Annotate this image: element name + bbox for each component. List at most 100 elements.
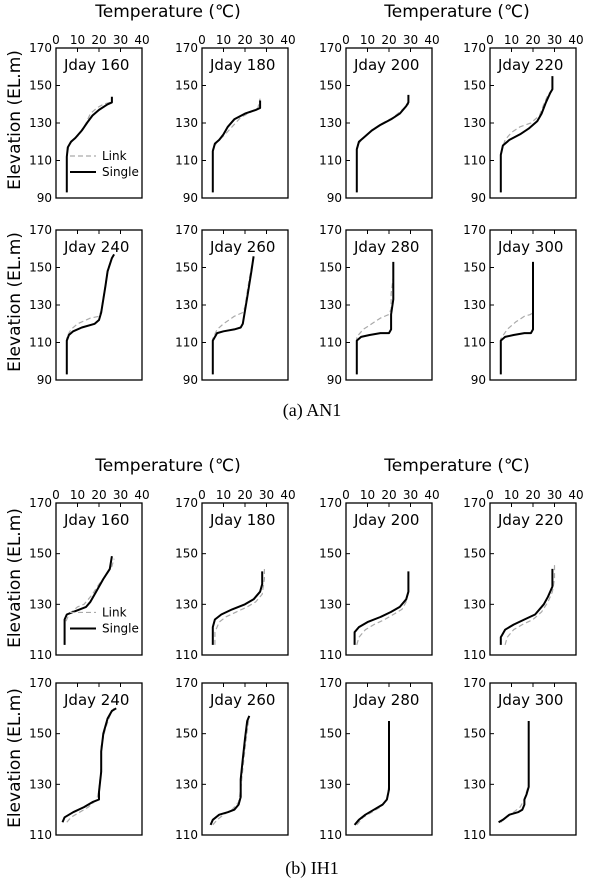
y-tick-label: 90 (471, 373, 486, 387)
series-link-line (500, 261, 534, 375)
series-link-line (504, 563, 556, 646)
y-tick-label: 150 (175, 727, 198, 741)
series-single-line (355, 94, 410, 193)
y-tick-label: 110 (319, 336, 342, 350)
y-tick-label: 170 (463, 41, 486, 55)
x-tick-label: 30 (113, 488, 128, 502)
series-link-line (500, 79, 554, 193)
x-tick-label: 0 (52, 488, 60, 502)
legend-single-label: Single (102, 621, 139, 635)
x-tick-label: 20 (91, 33, 106, 47)
x-tick-label: 10 (216, 488, 231, 502)
x-tick-label: 10 (360, 33, 375, 47)
x-tick-label: 20 (525, 488, 540, 502)
y-tick-label: 130 (175, 777, 198, 791)
x-tick-label: 30 (259, 488, 274, 502)
series-single-line (353, 571, 410, 645)
y-tick-label: 170 (463, 496, 486, 510)
y-tick-label: 150 (463, 727, 486, 741)
x-tick-label: 0 (198, 488, 206, 502)
panel-label: Jday 200 (353, 511, 419, 529)
x-tick-label: 30 (113, 33, 128, 47)
x-tick-label: 40 (424, 488, 439, 502)
ylabel-b-top: Elevation (EL.m) (5, 508, 25, 648)
x-tick-label: 10 (504, 488, 519, 502)
x-tick-label: 40 (424, 33, 439, 47)
xlabel-b-right: Temperature (℃) (383, 456, 529, 476)
y-tick-label: 170 (319, 676, 342, 690)
y-tick-label: 110 (175, 336, 198, 350)
y-tick-label: 170 (175, 676, 198, 690)
y-tick-label: 170 (319, 223, 342, 237)
y-tick-label: 130 (29, 597, 52, 611)
y-tick-label: 170 (29, 496, 52, 510)
y-tick-label: 110 (463, 648, 486, 662)
panel-b-1: 0 10 20 30 40 110 130 150 170 Jday 160 Link Single (29, 488, 150, 662)
legend-single-label: Single (102, 165, 139, 179)
y-tick-label: 150 (29, 261, 52, 275)
y-tick-label: 170 (29, 41, 52, 55)
y-tick-label: 110 (319, 154, 342, 168)
series-link-line (214, 568, 265, 645)
y-tick-label: 150 (29, 727, 52, 741)
y-tick-label: 110 (319, 648, 342, 662)
x-tick-label: 40 (134, 488, 149, 502)
panel-a-7: 90 110 130 150 170 Jday 280 (319, 223, 433, 387)
y-tick-label: 150 (319, 547, 342, 561)
panels-a: 0 10 20 30 40 90 110 130 150 170 Jday 160 Link Singl… (29, 33, 584, 387)
panel-a-8: 90 110 130 150 170 Jday 300 (463, 223, 577, 387)
x-tick-label: 20 (91, 488, 106, 502)
y-tick-label: 130 (463, 597, 486, 611)
panel-label: Jday 240 (63, 238, 129, 256)
panel-b-3: 0 10 20 30 40 110 130 150 170 Jday 200 (319, 488, 440, 662)
series-single-line (65, 253, 115, 375)
x-tick-label: 40 (568, 488, 583, 502)
y-tick-label: 90 (37, 191, 52, 205)
series-single-line (211, 571, 264, 645)
series-single-line (61, 707, 117, 823)
y-tick-label: 170 (29, 676, 52, 690)
panel-label: Jday 300 (497, 238, 563, 256)
y-tick-label: 130 (175, 116, 198, 130)
series-single-line (211, 100, 262, 193)
xlabel-a-left: Temperature (℃) (94, 2, 240, 22)
x-tick-label: 30 (403, 488, 418, 502)
y-tick-label: 110 (319, 828, 342, 842)
y-tick-label: 110 (175, 154, 198, 168)
y-tick-label: 170 (319, 41, 342, 55)
panel-a-3: 0 10 20 30 40 90 110 130 150 170 Jday 200 (319, 33, 440, 205)
x-tick-label: 0 (342, 488, 350, 502)
panel-label: Jday 220 (497, 511, 563, 529)
x-tick-label: 20 (525, 33, 540, 47)
panel-label: Jday 180 (209, 56, 275, 74)
series-link-line (356, 576, 409, 646)
y-tick-label: 150 (319, 79, 342, 93)
panel-label: Jday 260 (209, 691, 275, 709)
series-link-line (356, 263, 394, 375)
panel-b-6: 110 130 150 170 Jday 260 (175, 676, 289, 842)
x-tick-label: 30 (547, 33, 562, 47)
y-tick-label: 170 (175, 496, 198, 510)
ylabel-a-top: Elevation (EL.m) (5, 50, 25, 190)
y-tick-label: 150 (175, 547, 198, 561)
x-tick-label: 0 (342, 33, 350, 47)
x-tick-label: 0 (52, 33, 60, 47)
y-tick-label: 110 (463, 828, 486, 842)
y-tick-label: 170 (463, 223, 486, 237)
y-tick-label: 150 (29, 547, 52, 561)
y-tick-label: 170 (175, 41, 198, 55)
y-tick-label: 170 (463, 676, 486, 690)
y-tick-label: 150 (175, 261, 198, 275)
x-tick-label: 0 (486, 488, 494, 502)
y-tick-label: 110 (29, 828, 52, 842)
panel-label: Jday 240 (63, 691, 129, 709)
y-tick-label: 110 (463, 154, 486, 168)
legend-link-label: Link (102, 605, 127, 619)
y-tick-label: 130 (463, 777, 486, 791)
x-tick-label: 30 (259, 33, 274, 47)
panel-a-1: 0 10 20 30 40 90 110 130 150 170 Jday 160 Link Singl… (29, 33, 150, 205)
y-tick-label: 90 (183, 191, 198, 205)
panel-b-2: 0 10 20 30 40 110 130 150 170 Jday 180 (175, 488, 296, 662)
y-tick-label: 170 (319, 496, 342, 510)
